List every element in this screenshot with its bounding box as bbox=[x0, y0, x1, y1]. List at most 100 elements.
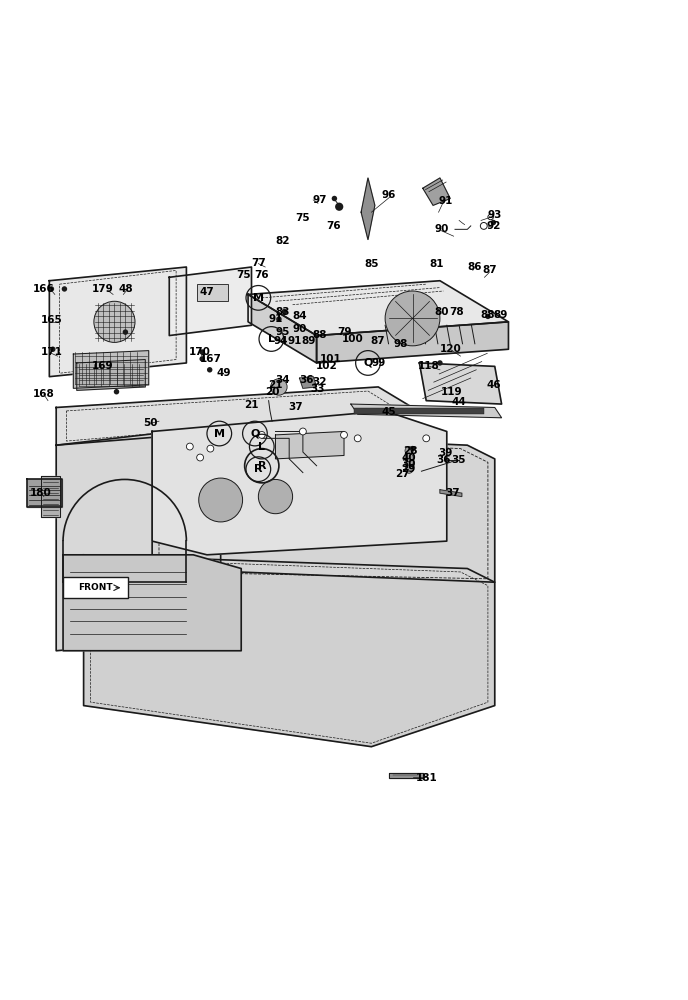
Polygon shape bbox=[152, 431, 495, 582]
Text: 170: 170 bbox=[189, 347, 211, 357]
Polygon shape bbox=[299, 377, 316, 388]
Text: 95: 95 bbox=[275, 327, 290, 337]
Text: 34: 34 bbox=[275, 375, 290, 385]
Circle shape bbox=[491, 220, 496, 225]
Polygon shape bbox=[74, 351, 149, 388]
Text: 89: 89 bbox=[493, 310, 508, 320]
Text: 165: 165 bbox=[41, 315, 63, 325]
Text: 76: 76 bbox=[326, 221, 341, 231]
Text: 167: 167 bbox=[200, 354, 222, 364]
Polygon shape bbox=[423, 178, 450, 205]
Text: 48: 48 bbox=[119, 284, 133, 294]
Text: 91: 91 bbox=[288, 336, 302, 346]
Text: 39: 39 bbox=[438, 448, 453, 458]
Circle shape bbox=[200, 356, 205, 362]
Circle shape bbox=[122, 329, 128, 335]
Polygon shape bbox=[248, 281, 508, 336]
Circle shape bbox=[385, 291, 440, 346]
Text: 77: 77 bbox=[251, 258, 266, 268]
Text: 32: 32 bbox=[313, 377, 327, 387]
Text: 88: 88 bbox=[313, 330, 327, 340]
Polygon shape bbox=[351, 404, 502, 418]
Text: 99: 99 bbox=[371, 358, 385, 368]
Text: 87: 87 bbox=[370, 336, 385, 346]
Bar bbox=[197, 284, 228, 301]
Text: 100: 100 bbox=[341, 334, 363, 344]
Text: 75: 75 bbox=[296, 213, 310, 223]
Text: 84: 84 bbox=[292, 311, 307, 321]
Text: 120: 120 bbox=[440, 344, 461, 354]
Text: 85: 85 bbox=[364, 259, 378, 269]
Text: 166: 166 bbox=[33, 284, 55, 294]
Text: 91: 91 bbox=[268, 314, 283, 324]
Circle shape bbox=[405, 447, 413, 455]
Polygon shape bbox=[28, 479, 62, 507]
Text: 76: 76 bbox=[255, 270, 269, 280]
Text: 119: 119 bbox=[441, 387, 462, 397]
Text: 169: 169 bbox=[92, 361, 114, 371]
Circle shape bbox=[485, 314, 491, 319]
Text: 40: 40 bbox=[401, 453, 416, 463]
Polygon shape bbox=[169, 267, 252, 336]
Polygon shape bbox=[275, 431, 344, 459]
Text: 21: 21 bbox=[268, 380, 283, 390]
Circle shape bbox=[259, 431, 265, 438]
Text: 118: 118 bbox=[418, 361, 440, 371]
Circle shape bbox=[276, 316, 281, 322]
Text: 21: 21 bbox=[244, 400, 259, 410]
Text: 89: 89 bbox=[301, 336, 316, 346]
Polygon shape bbox=[63, 555, 241, 651]
Text: 168: 168 bbox=[33, 389, 55, 399]
Polygon shape bbox=[389, 773, 423, 778]
Polygon shape bbox=[56, 387, 413, 445]
Circle shape bbox=[423, 435, 429, 442]
Text: 92: 92 bbox=[486, 221, 501, 231]
Text: Q: Q bbox=[363, 358, 373, 368]
Circle shape bbox=[341, 431, 347, 438]
Text: 33: 33 bbox=[311, 384, 325, 394]
Text: 36: 36 bbox=[299, 375, 314, 385]
Text: 101: 101 bbox=[319, 354, 341, 364]
Circle shape bbox=[354, 435, 361, 442]
Text: 90: 90 bbox=[434, 224, 449, 234]
Circle shape bbox=[50, 347, 56, 352]
Text: 36: 36 bbox=[436, 455, 451, 465]
Polygon shape bbox=[56, 431, 221, 651]
Text: 86: 86 bbox=[467, 262, 482, 272]
Text: 78: 78 bbox=[450, 307, 464, 317]
Polygon shape bbox=[361, 178, 375, 240]
Circle shape bbox=[94, 301, 135, 342]
Text: R: R bbox=[254, 464, 263, 474]
Text: 47: 47 bbox=[200, 287, 215, 297]
Circle shape bbox=[437, 360, 442, 366]
Circle shape bbox=[405, 458, 413, 466]
Text: 102: 102 bbox=[316, 361, 338, 371]
Circle shape bbox=[335, 203, 343, 211]
Text: 49: 49 bbox=[216, 368, 230, 378]
Text: 93: 93 bbox=[488, 210, 502, 220]
Bar bbox=[354, 408, 484, 414]
Text: 37: 37 bbox=[289, 402, 303, 412]
Circle shape bbox=[410, 446, 416, 451]
Circle shape bbox=[332, 196, 337, 201]
Text: 35: 35 bbox=[451, 455, 466, 465]
Text: 79: 79 bbox=[336, 327, 352, 337]
Text: 28: 28 bbox=[403, 446, 418, 456]
Text: 50: 50 bbox=[144, 418, 158, 428]
Text: 75: 75 bbox=[236, 270, 250, 280]
Circle shape bbox=[259, 479, 292, 514]
Circle shape bbox=[49, 286, 54, 292]
Text: 27: 27 bbox=[395, 469, 409, 479]
Circle shape bbox=[114, 389, 119, 394]
Text: 87: 87 bbox=[482, 265, 497, 275]
Text: 181: 181 bbox=[416, 773, 437, 783]
Text: 94: 94 bbox=[274, 336, 288, 346]
Circle shape bbox=[197, 454, 204, 461]
Polygon shape bbox=[420, 363, 502, 404]
Text: 80: 80 bbox=[435, 307, 449, 317]
Text: 20: 20 bbox=[265, 387, 279, 397]
Circle shape bbox=[207, 445, 214, 452]
Text: 81: 81 bbox=[429, 259, 444, 269]
Polygon shape bbox=[316, 322, 508, 363]
Polygon shape bbox=[77, 360, 145, 390]
